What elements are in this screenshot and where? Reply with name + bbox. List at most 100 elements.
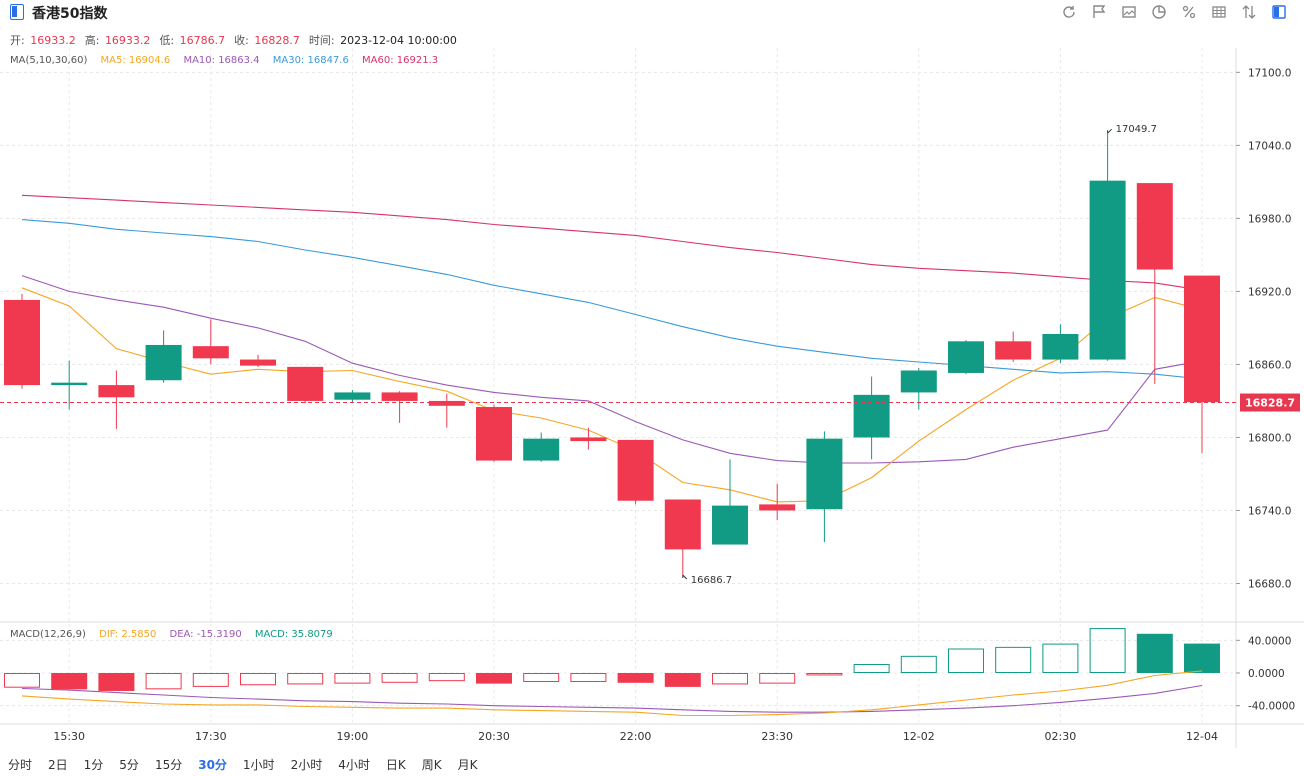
high-value: 16933.2 <box>104 34 151 47</box>
macd-bar <box>712 673 748 685</box>
x-tick-label: 02:30 <box>1045 730 1077 743</box>
period-tab-6[interactable]: 1小时 <box>242 758 275 772</box>
image-icon[interactable] <box>1114 2 1144 22</box>
ma10-line <box>21 275 1203 464</box>
candle-body <box>948 341 984 373</box>
macd-bar <box>759 673 796 684</box>
period-tab-5[interactable]: 30分 <box>198 758 227 772</box>
candle-body <box>1042 334 1079 360</box>
macd-bar <box>334 673 371 684</box>
macd-bar <box>428 673 465 682</box>
candle-body <box>712 505 748 545</box>
close-label: 收: <box>234 34 249 47</box>
candle-body <box>759 504 796 511</box>
dea-line <box>21 684 1203 713</box>
period-tab-11[interactable]: 月K <box>457 758 478 772</box>
candle-body <box>145 344 182 381</box>
y-tick-label: 16860.0 <box>1248 359 1291 371</box>
x-tick-label: 19:00 <box>337 730 369 743</box>
period-tab-9[interactable]: 日K <box>385 758 406 772</box>
candle-body <box>995 341 1032 360</box>
candle-body <box>1184 275 1220 403</box>
period-tab-2[interactable]: 1分 <box>83 758 104 772</box>
macd-bar <box>476 673 512 684</box>
pie-icon[interactable] <box>1144 2 1174 22</box>
refresh-icon[interactable] <box>1054 2 1084 22</box>
period-tab-7[interactable]: 2小时 <box>290 758 323 772</box>
period-tab-10[interactable]: 周K <box>421 758 442 772</box>
candle-body <box>806 438 843 510</box>
max-label: 17049.7 <box>1116 124 1157 135</box>
macd-bar <box>240 673 276 686</box>
ma5-line <box>21 287 1203 503</box>
low-value: 16786.7 <box>179 34 226 47</box>
sidebar-icon[interactable] <box>1264 2 1294 22</box>
last-price-tag <box>1240 393 1300 412</box>
candle-body <box>664 499 701 550</box>
x-tick-label: 12-04 <box>1186 730 1218 743</box>
macd-bar <box>192 673 229 687</box>
candle-body <box>853 394 890 438</box>
macd-legend-title: MACD(12,26,9) <box>10 629 86 640</box>
macd-y-tick-label: 40.0000 <box>1248 635 1291 647</box>
period-tab-3[interactable]: 5分 <box>119 758 139 772</box>
macd-bar <box>900 655 937 673</box>
x-tick-label: 20:30 <box>478 730 510 743</box>
sort-icon[interactable] <box>1234 2 1264 22</box>
macd-legend: MACD(12,26,9) DIF: 2.5850 DEA: -15.3190 … <box>10 629 343 640</box>
macd-bar <box>51 673 88 690</box>
max-marker <box>1107 128 1112 134</box>
open-value: 16933.2 <box>30 34 76 47</box>
percent-icon[interactable] <box>1174 2 1204 22</box>
low-label: 低: <box>159 34 175 47</box>
x-tick-label: 12-02 <box>903 730 935 743</box>
ma30-line <box>21 219 1203 380</box>
macd-bar <box>948 648 984 673</box>
ma5-legend: MA5: 16904.6 <box>100 55 171 66</box>
sidebar-toggle-icon[interactable] <box>10 4 24 20</box>
x-tick-label: 15:30 <box>53 730 85 743</box>
macd-bar <box>1136 633 1173 673</box>
page-title: 香港50指数 <box>32 6 108 22</box>
y-tick-label: 17100.0 <box>1248 67 1291 79</box>
period-tab-1[interactable]: 2日 <box>48 758 68 772</box>
dif-line <box>21 670 1203 717</box>
candle-body <box>523 438 560 461</box>
min-marker <box>682 574 688 580</box>
candle-body <box>287 366 324 401</box>
ma30-legend: MA30: 16847.6 <box>272 55 349 66</box>
grid-icon[interactable] <box>1204 2 1234 22</box>
ma60-line <box>21 194 1203 291</box>
candle-body <box>428 400 465 406</box>
top-bar: 香港50指数 <box>0 0 1304 26</box>
open-label: 开: <box>10 34 25 47</box>
period-tab-8[interactable]: 4小时 <box>338 758 370 772</box>
period-tab-4[interactable]: 15分 <box>154 758 183 772</box>
macd-bar <box>145 673 182 690</box>
macd-bar <box>617 673 654 683</box>
last-price-label: 16828.7 <box>1245 397 1295 410</box>
macd-bar <box>570 673 607 682</box>
macd-bar <box>381 673 418 683</box>
toolbar <box>1054 2 1294 22</box>
dif-legend: DIF: 2.5850 <box>99 629 157 640</box>
candle-body <box>900 370 937 393</box>
ma-legend: MA(5,10,30,60) MA5: 16904.6 MA10: 16863.… <box>10 55 448 66</box>
x-tick-label: 22:00 <box>620 730 652 743</box>
macd-bar <box>664 673 701 687</box>
macd-y-tick-label: 0.0000 <box>1248 668 1285 680</box>
x-tick-label: 23:30 <box>761 730 793 743</box>
flag-icon[interactable] <box>1084 2 1114 22</box>
macd-y-tick-label: -40.0000 <box>1248 701 1295 713</box>
macd-value-legend: MACD: 35.8079 <box>254 629 333 640</box>
y-tick-label: 16920.0 <box>1248 286 1291 298</box>
close-value: 16828.7 <box>254 34 300 47</box>
y-tick-label: 16680.0 <box>1248 578 1291 590</box>
macd-bar <box>853 664 890 673</box>
period-tab-0[interactable]: 分时 <box>8 758 33 772</box>
y-tick-label: 16740.0 <box>1248 505 1291 517</box>
candle-body <box>51 382 88 386</box>
candle-body <box>381 392 418 401</box>
candle-body <box>1136 183 1173 270</box>
